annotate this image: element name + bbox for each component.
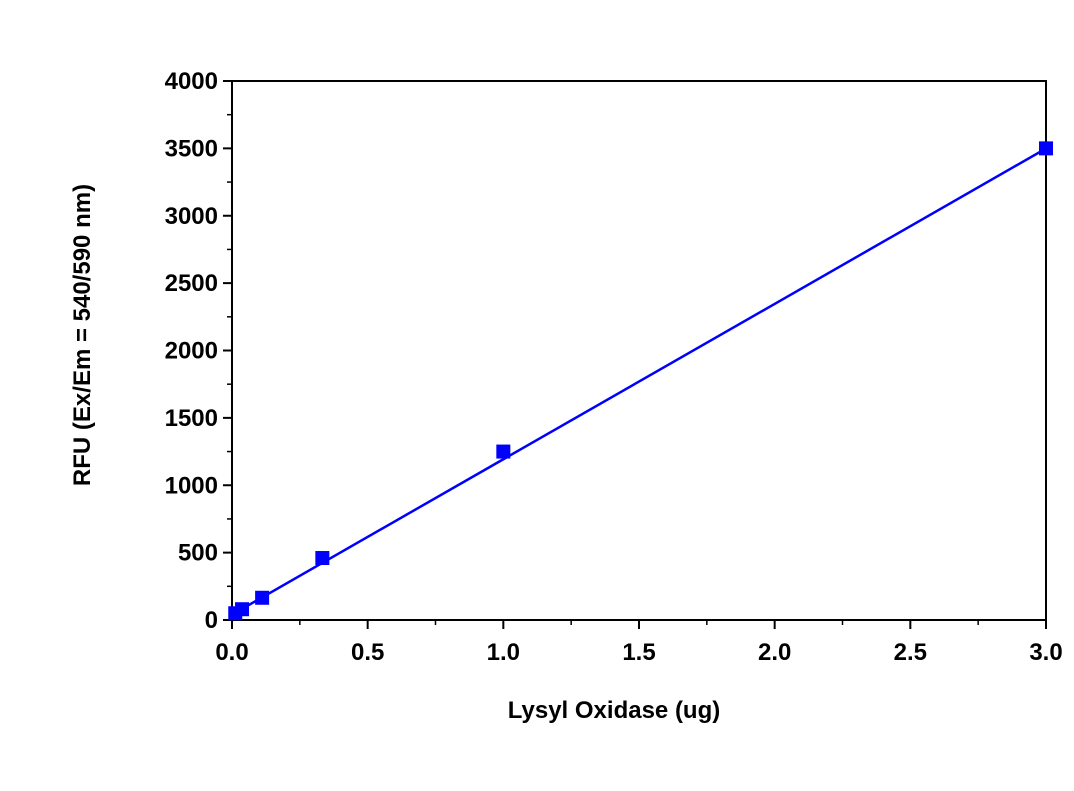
y-tick-label: 1000 [165, 472, 218, 499]
data-point [1039, 141, 1053, 156]
plot-frame [231, 80, 1047, 621]
y-tick-label: 1500 [165, 405, 218, 432]
y-tick-label: 2000 [165, 338, 218, 365]
y-tick-label: 3500 [165, 135, 218, 162]
x-axis-label: Lysyl Oxidase (ug) [508, 697, 721, 724]
y-tick-label: 0 [205, 607, 218, 634]
x-tick-label: 0.5 [351, 639, 384, 666]
y-tick-label: 2500 [165, 270, 218, 297]
x-tick-label: 2.0 [758, 639, 791, 666]
y-axis-label: RFU (Ex/Em = 540/590 nm) [69, 184, 96, 486]
y-tick-label: 3000 [165, 203, 218, 230]
data-point [315, 551, 330, 566]
data-point [255, 590, 270, 605]
y-tick-label: 4000 [165, 68, 218, 95]
data-point [496, 444, 511, 459]
y-tick-label: 500 [178, 540, 218, 567]
x-tick-label: 3.0 [1029, 639, 1062, 666]
x-tick-label: 1.0 [487, 639, 520, 666]
x-tick-label: 2.5 [894, 639, 927, 666]
fit-line [234, 147, 1047, 614]
x-tick-label: 1.5 [622, 639, 655, 666]
x-tick-label: 0.0 [215, 639, 248, 666]
data-point [235, 602, 250, 617]
